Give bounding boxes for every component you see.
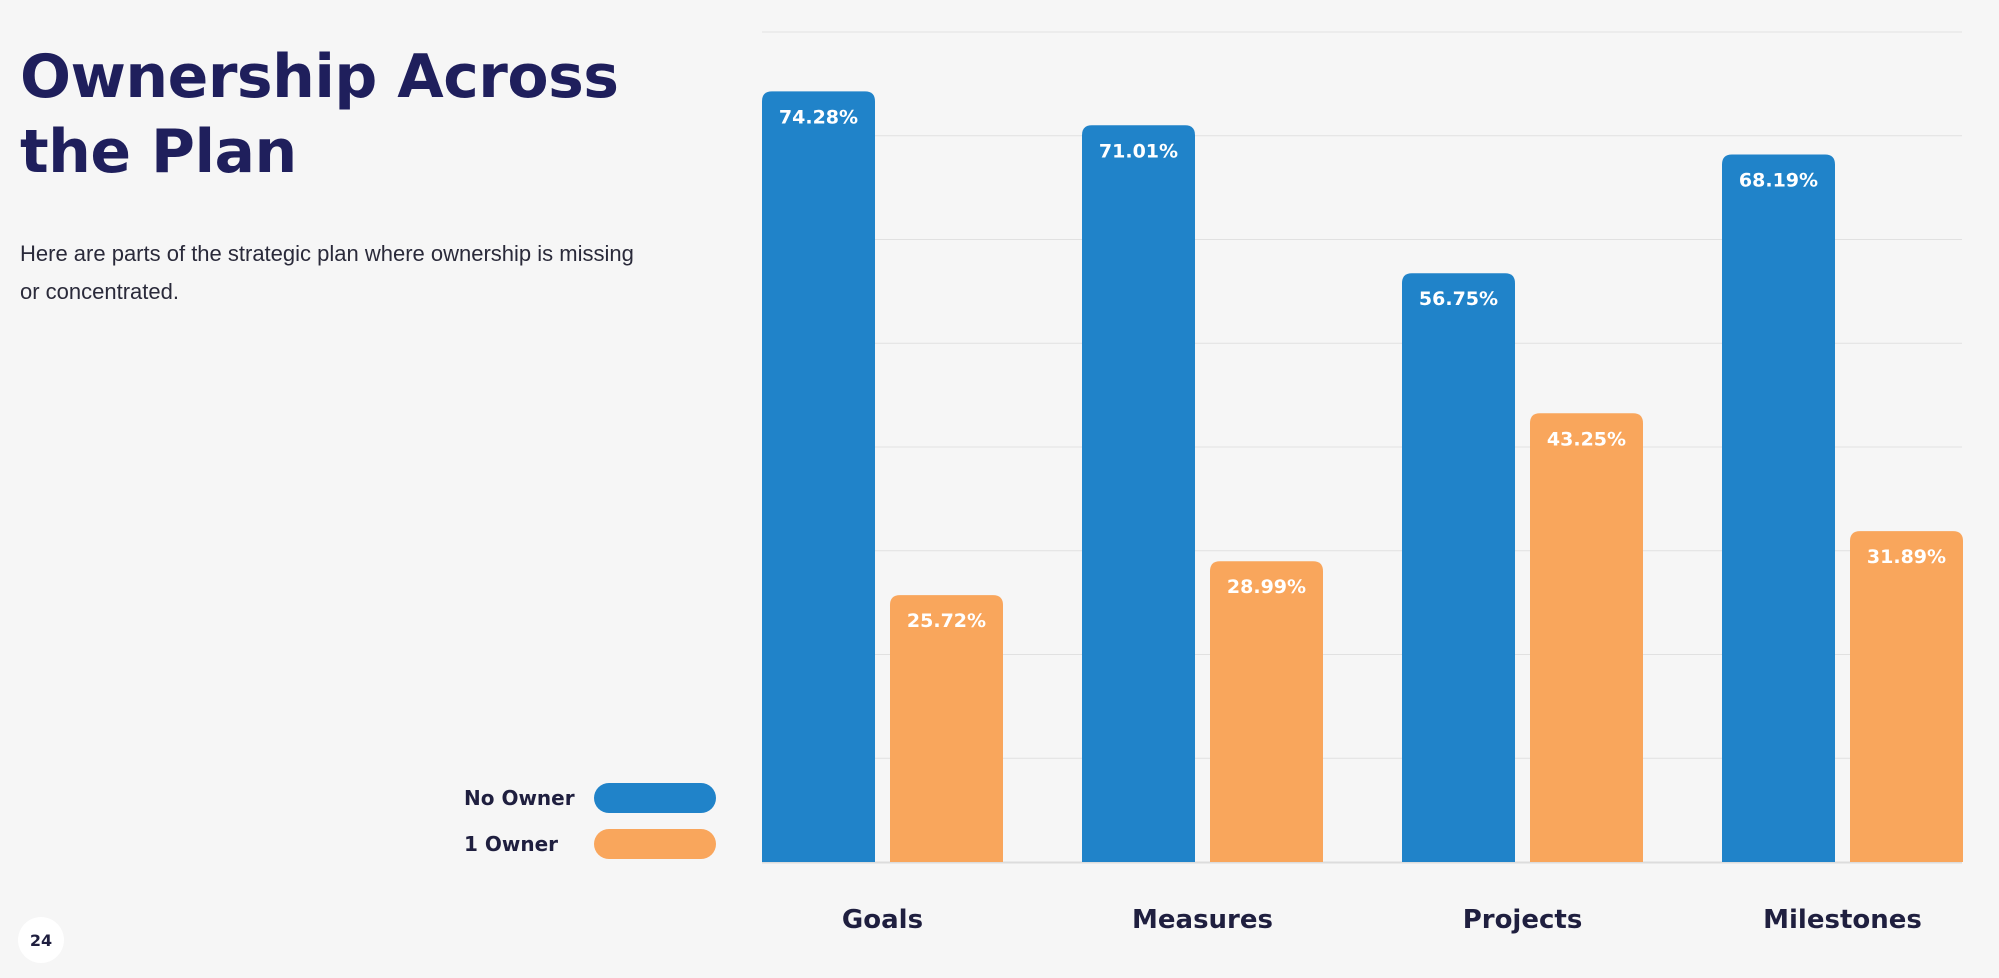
bar-no-owner-goals [762,91,875,863]
data-label: 74.28% [779,106,858,128]
data-label: 68.19% [1739,170,1818,192]
legend-label-one-owner: 1 Owner [464,832,559,856]
legend-swatch-no-owner [594,783,716,813]
bar-one-owner-goals [890,595,1003,862]
data-label: 43.25% [1547,428,1626,450]
bar-one-owner-measures [1210,561,1323,862]
bar-no-owner-projects [1402,273,1515,862]
legend-item-one-owner: 1 Owner [464,829,716,859]
bar-one-owner-milestones [1850,531,1963,862]
slide-subtitle: Here are parts of the strategic plan whe… [20,241,634,304]
legend-item-no-owner: No Owner [464,783,716,813]
legend-swatch-one-owner [594,829,716,859]
x-tick-label: Measures [1132,905,1273,935]
slide-title: Ownership Across the Plan [20,42,619,187]
data-label: 56.75% [1419,288,1498,310]
page-number-badge: 24 [18,917,64,963]
data-label: 28.99% [1227,576,1306,598]
bar-one-owner-projects [1530,413,1643,862]
x-tick-label: Goals [842,905,923,935]
x-tick-label: Milestones [1763,905,1922,935]
x-tick-label: Projects [1463,905,1583,935]
data-label: 31.89% [1867,546,1946,568]
legend-label-no-owner: No Owner [464,786,575,810]
bar-no-owner-milestones [1722,154,1835,862]
bar-no-owner-measures [1082,125,1195,863]
data-label: 71.01% [1099,140,1178,162]
data-label: 25.72% [907,610,986,632]
